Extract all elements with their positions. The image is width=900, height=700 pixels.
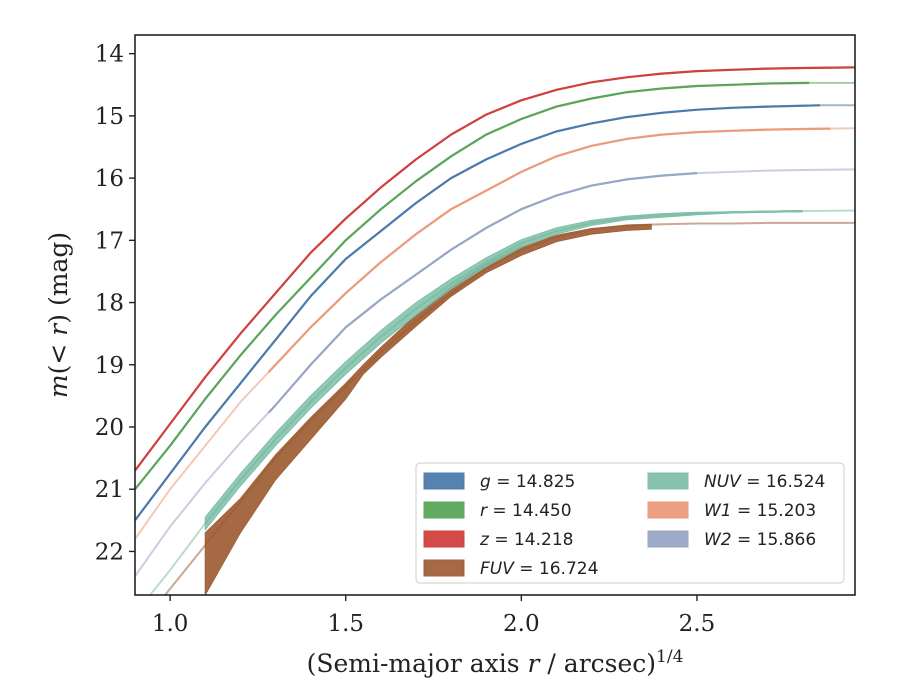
series-W2-line [267, 172, 698, 414]
legend-swatch-W2 [647, 530, 689, 548]
legend-swatch-FUV [423, 559, 465, 577]
y-tick-label: 15 [95, 104, 124, 130]
legend: g = 14.825 r = 14.450 z = 14.218 FUV = 16.7… [415, 462, 845, 584]
y-axis-label-mid: (< [44, 336, 73, 375]
y-tick-label: 20 [95, 415, 124, 441]
x-axis-label: (Semi-major axis r / arcsec)1/4 [307, 647, 684, 678]
legend-label-W2: W2 = 15.866 [704, 530, 816, 550]
series-W1-line [267, 127, 831, 373]
x-axis-label-var: r [528, 649, 542, 678]
series-NUV-line [204, 210, 803, 525]
y-axis-label: m(< r) (mag) [44, 232, 73, 398]
series-FUV-line [204, 223, 652, 546]
legend-label-FUV: FUV = 16.724 [480, 559, 598, 579]
y-tick-label: 19 [95, 353, 124, 379]
x-tick-label: 1.5 [327, 611, 364, 637]
x-tick-label: 1.0 [152, 611, 189, 637]
x-tick-label: 2.5 [679, 611, 716, 637]
legend-swatch-NUV [647, 472, 689, 490]
y-tick-label: 18 [95, 291, 124, 317]
legend-swatch-r [423, 501, 465, 519]
x-axis-label-exponent: 1/4 [656, 647, 683, 667]
legend-label-r: r = 14.450 [480, 501, 572, 521]
series-z-line [135, 66, 855, 472]
x-axis-label-unit: / arcsec) [539, 649, 656, 678]
x-axis-label-main: (Semi-major axis [307, 649, 528, 678]
y-tick-label: 14 [95, 42, 124, 68]
x-tick-label: 2.0 [503, 611, 540, 637]
y-tick-label: 16 [95, 166, 124, 192]
series-r-line [135, 81, 810, 490]
y-axis-label-end: ) (mag) [44, 232, 73, 324]
plot-frame [134, 34, 856, 596]
legend-label-W1: W1 = 15.203 [704, 501, 816, 521]
legend-swatch-g [423, 472, 465, 490]
legend-label-z: z = 14.218 [479, 530, 573, 550]
y-axis-label-main: m [44, 374, 73, 398]
legend-swatch-W1 [647, 501, 689, 519]
legend-label-g: g = 14.825 [480, 472, 575, 492]
y-tick-label: 21 [95, 477, 124, 503]
series-FUV-band [204, 224, 652, 595]
legend-swatch-z [423, 530, 465, 548]
y-axis-label-var: r [44, 322, 73, 336]
y-tick-label: 17 [95, 228, 124, 254]
series-g-line [135, 104, 820, 521]
legend-frame [415, 462, 845, 584]
ticks-layer: 14 15 16 17 18 19 20 21 22 1.0 1.5 2.0 2.5 [95, 42, 716, 637]
series-layer [135, 66, 855, 595]
y-tick-label: 22 [95, 539, 124, 565]
legend-label-NUV: NUV = 16.524 [704, 472, 825, 492]
